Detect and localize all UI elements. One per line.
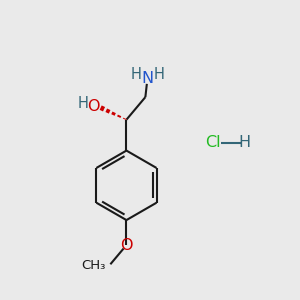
Text: CH₃: CH₃	[82, 259, 106, 272]
Text: H: H	[154, 67, 165, 82]
Text: Cl: Cl	[206, 135, 221, 150]
Text: O: O	[87, 99, 99, 114]
Text: O: O	[120, 238, 133, 253]
Text: N: N	[141, 71, 154, 86]
Text: H: H	[238, 135, 250, 150]
Text: H: H	[130, 67, 141, 82]
Text: H: H	[78, 96, 88, 111]
